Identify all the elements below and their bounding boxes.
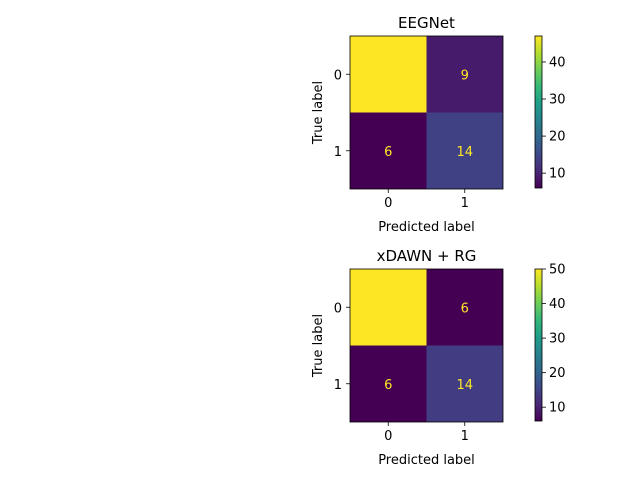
colorbar-tick-label: 10: [549, 167, 566, 182]
cell-value-label: 14: [456, 378, 473, 393]
cell-value-label: 9: [461, 68, 469, 83]
colorbar-tick-label: 40: [549, 297, 566, 312]
colorbar-tick-label: 30: [549, 332, 566, 347]
matrix-cell: [426, 269, 503, 346]
colorbar-tick-label: 40: [549, 55, 566, 70]
matrix-frame: [349, 268, 504, 423]
colorbar-tick-label: 20: [549, 130, 566, 145]
colorbar-tick-label: 10: [549, 401, 566, 416]
colorbar: [534, 35, 543, 189]
chart-title: EEGNet: [398, 14, 455, 32]
y-axis-label: True label: [311, 81, 326, 145]
colorbar-tick-label: 50: [549, 263, 566, 278]
matrix-cell: [350, 112, 427, 189]
colorbar-tick-label: 20: [549, 366, 566, 381]
x-tick-label: 0: [384, 429, 392, 444]
cell-value-label: 6: [384, 145, 392, 160]
cell-value-label: 14: [456, 145, 473, 160]
x-tick-label: 0: [384, 196, 392, 211]
y-tick-label: 1: [334, 145, 342, 160]
y-tick-label: 0: [334, 301, 342, 316]
matrix-cell: [350, 269, 427, 346]
x-tick-label: 1: [461, 429, 469, 444]
chart-title: xDAWN + RG: [377, 247, 477, 265]
matrix-cell: [426, 36, 503, 113]
cell-value-label: 47: [380, 68, 397, 83]
cell-value-label: 6: [384, 378, 392, 393]
colorbar-tick-label: 30: [549, 93, 566, 108]
cell-value-label: 6: [461, 301, 469, 316]
matrix-cell: [350, 36, 427, 113]
y-tick-label: 0: [334, 68, 342, 83]
colorbar: [534, 268, 543, 422]
x-axis-label: Predicted label: [378, 453, 475, 468]
y-axis-label: True label: [311, 314, 326, 378]
cell-value-label: 50: [380, 301, 397, 316]
matrix-cell: [426, 112, 503, 189]
y-tick-label: 1: [334, 378, 342, 393]
matrix-frame: [349, 35, 504, 190]
x-tick-label: 1: [461, 196, 469, 211]
matrix-cell: [426, 345, 503, 422]
matrix-cell: [350, 345, 427, 422]
x-axis-label: Predicted label: [378, 220, 475, 235]
